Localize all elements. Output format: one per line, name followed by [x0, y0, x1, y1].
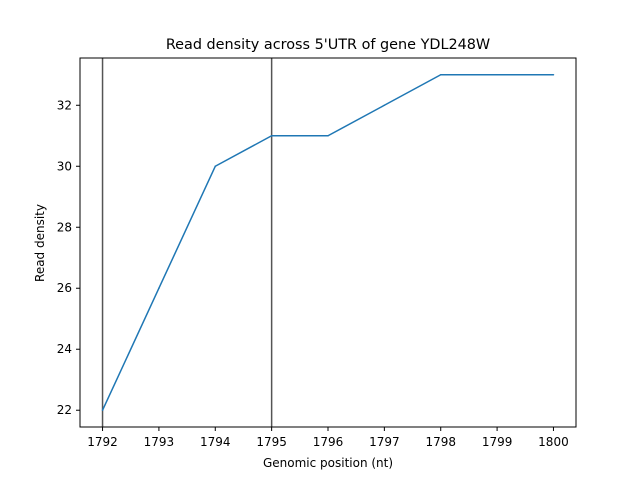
x-tick-label: 1792	[87, 435, 118, 449]
data-point	[496, 74, 498, 76]
data-point	[439, 74, 442, 76]
x-tick-label: 1796	[313, 435, 344, 449]
data-point	[158, 287, 160, 289]
y-tick-label: 32	[57, 98, 72, 112]
x-tick-label: 1795	[256, 435, 287, 449]
x-tick-label: 1800	[538, 435, 569, 449]
x-tick-label: 1798	[425, 435, 456, 449]
x-tick-label: 1797	[369, 435, 400, 449]
y-axis-title: Read density	[33, 204, 47, 282]
data-point	[270, 135, 273, 137]
x-tick-label: 1794	[200, 435, 231, 449]
data-point	[214, 165, 217, 168]
series-line	[101, 74, 554, 411]
x-tick-label: 1799	[482, 435, 513, 449]
x-axis-title: Genomic position (nt)	[263, 456, 393, 470]
plot-frame	[79, 57, 577, 428]
y-axis: 22 24 26 28 30 32	[57, 98, 80, 417]
data-point	[383, 104, 386, 107]
y-tick-label: 26	[57, 281, 72, 295]
x-axis: 1792 1793 1794 1795 1796 1797 1798 1799 1800	[87, 427, 569, 449]
x-tick-label: 1793	[144, 435, 175, 449]
y-tick-label: 30	[57, 159, 72, 173]
data-point	[552, 74, 555, 76]
y-tick-label: 22	[57, 403, 72, 417]
plot-area	[101, 58, 555, 427]
y-tick-label: 28	[57, 220, 72, 234]
data-point	[101, 409, 104, 411]
chart-title: Read density across 5'UTR of gene YDL248…	[166, 37, 490, 53]
data-point	[327, 135, 329, 137]
y-tick-label: 24	[57, 342, 72, 356]
